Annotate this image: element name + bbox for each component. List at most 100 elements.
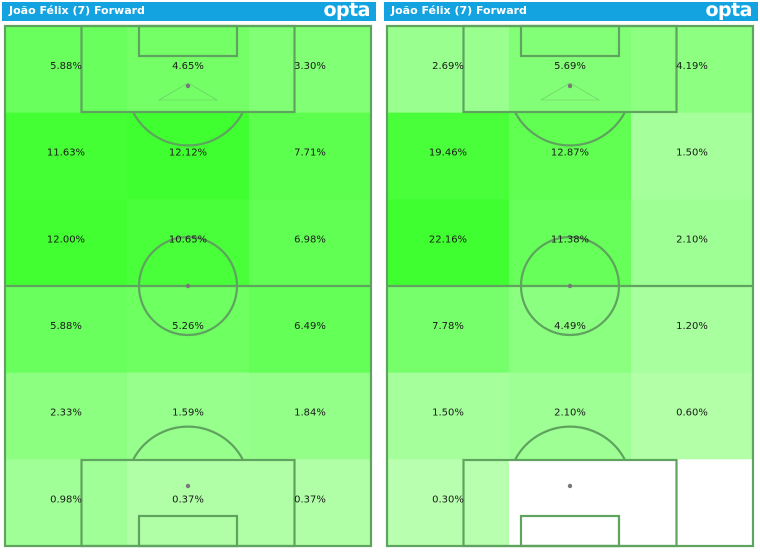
zone-value-label: 22.16% [429,234,467,245]
zone-value-label: 2.10% [554,408,586,419]
zone-value-label: 1.59% [172,408,204,419]
zone-value-label: 12.12% [169,148,207,159]
heat-zone [127,26,250,114]
zone-value-label: 7.71% [294,148,326,159]
heat-zone [509,372,632,460]
heat-zone [249,112,372,200]
penalty-spot-top [567,83,573,89]
zone-value-label: 1.20% [676,321,708,332]
centre-circle [519,235,621,337]
penalty-arc-bottom [132,425,244,461]
zone-value-label: 2.33% [50,408,82,419]
heatmap-panel-left: João Félix (7) Forward opta 5.88% 4.65% 3.… [2,0,376,552]
six-yard-box-bottom [137,514,239,548]
six-yard-box-top [137,24,239,58]
penalty-arc-top [132,111,244,147]
zone-value-label: 2.69% [432,61,464,72]
heat-zone [5,199,128,287]
heat-zone [5,459,128,547]
zone-value-label: 5.88% [50,61,82,72]
heat-zone [5,26,128,114]
player-title-right: João Félix (7) Forward [391,4,527,17]
heat-zone [509,112,632,200]
penalty-triangle [157,82,219,101]
zone-value-label: 1.50% [432,408,464,419]
heatmap-panel-right: João Félix (7) Forward opta 2.69% 5.69% 4.… [384,0,758,552]
centre-spot [185,283,191,289]
panel-header-left: João Félix (7) Forward opta [2,0,376,21]
zone-value-label: 7.78% [432,321,464,332]
pitch-heatmap-left: 5.88% 4.65% 3.30% 11.63% 12.12% 7.71% 12.00% 10… [3,24,373,548]
heat-zone [249,26,372,114]
heat-zone [631,459,754,547]
heat-zone [387,199,510,287]
zone-value-label: 5.88% [50,321,82,332]
opta-logo-left: opta [323,0,370,21]
zone-value-label: 0.98% [50,494,82,505]
heat-zone [127,286,250,374]
heat-zone [631,286,754,374]
zone-value-label: 11.38% [551,234,589,245]
opta-logo-right: opta [705,0,752,21]
zone-value-label: 12.00% [47,234,85,245]
heat-zone [509,199,632,287]
heat-zone [5,372,128,460]
pitch-heatmap-right: 2.69% 5.69% 4.19% 19.46% 12.87% 1.50% 22.16% 11… [385,24,755,548]
zone-value-label: 2.10% [676,234,708,245]
heat-zone [631,199,754,287]
heat-zone [387,459,510,547]
heat-zone [249,372,372,460]
penalty-triangle [539,82,601,101]
zone-value-label: 0.60% [676,408,708,419]
heat-zone [249,286,372,374]
heat-zones [387,26,754,547]
zone-value-label: 1.50% [676,148,708,159]
penalty-arc-top [514,111,626,147]
zone-value-label: 0.37% [294,494,326,505]
heat-zone [631,112,754,200]
heat-zone [631,372,754,460]
heat-zone [127,112,250,200]
zone-value-label: 4.65% [172,61,204,72]
pitch-markings [3,24,373,548]
zone-value-label: 0.30% [432,494,464,505]
zone-value-label: 11.63% [47,148,85,159]
heat-zone [631,26,754,114]
zone-value-label: 5.69% [554,61,586,72]
penalty-spot-top [185,83,191,89]
pitch-markings [385,24,755,548]
zone-value-label: 4.19% [676,61,708,72]
heat-zone [387,112,510,200]
heat-zone [387,372,510,460]
heat-zone [509,459,632,547]
zone-value-label: 6.98% [294,234,326,245]
six-yard-box-top [519,24,621,58]
heat-zone [387,286,510,374]
centre-circle [137,235,239,337]
heat-zone [127,372,250,460]
penalty-spot-bottom [567,483,573,489]
heat-zones [5,26,372,547]
centre-spot [567,283,573,289]
zone-value-label: 1.84% [294,408,326,419]
heat-zone [127,459,250,547]
zone-value-label: 3.30% [294,61,326,72]
six-yard-box-bottom [519,514,621,548]
heat-zone [249,459,372,547]
heat-zone [249,199,372,287]
heat-zone [509,26,632,114]
heat-zone [127,199,250,287]
zone-value-label: 6.49% [294,321,326,332]
zone-value-label: 10.65% [169,234,207,245]
zone-value-label: 5.26% [172,321,204,332]
penalty-arc-bottom [514,425,626,461]
heat-zone [5,286,128,374]
zone-value-label: 0.37% [172,494,204,505]
heat-zone [5,112,128,200]
penalty-spot-bottom [185,483,191,489]
heat-zone [509,286,632,374]
zone-value-label: 19.46% [429,148,467,159]
zone-value-label: 12.87% [551,148,589,159]
panel-header-right: João Félix (7) Forward opta [384,0,758,21]
heat-zone [387,26,510,114]
